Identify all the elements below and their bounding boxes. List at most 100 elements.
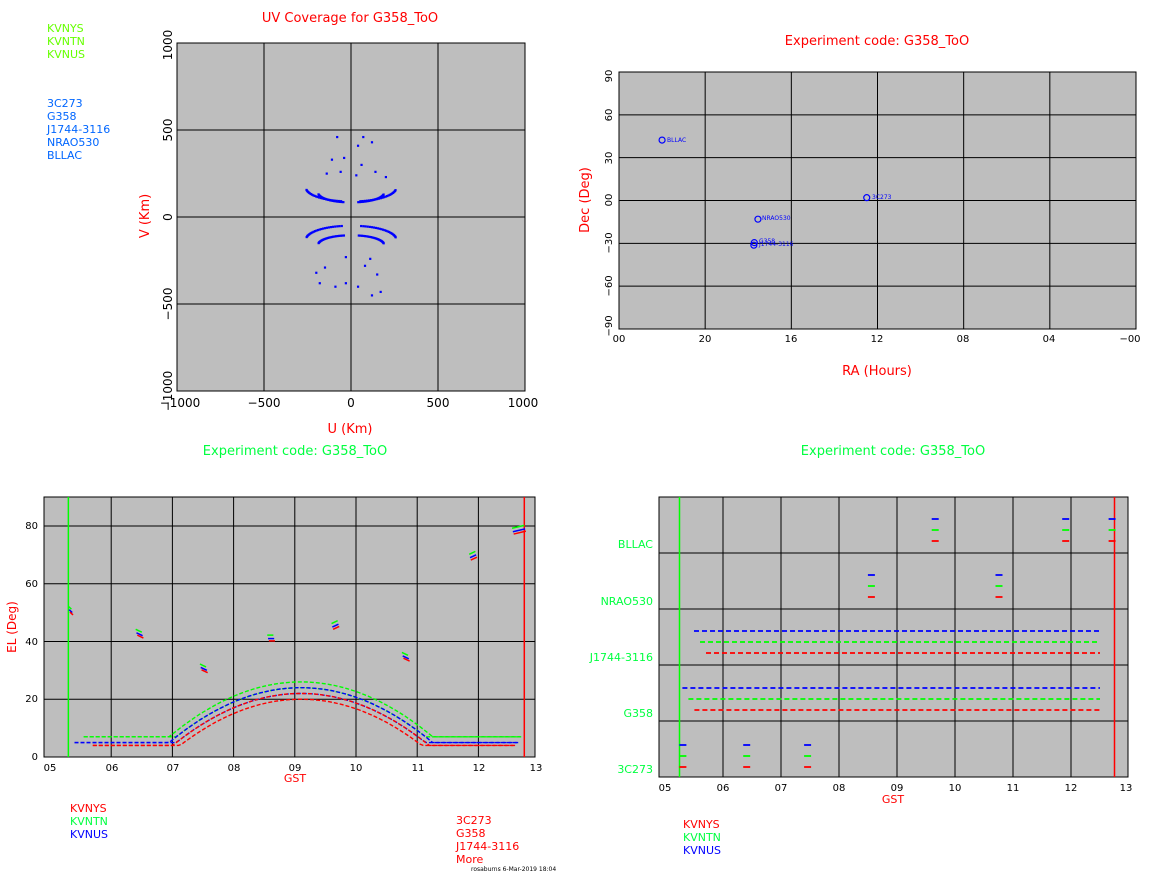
uv-track-lower-left-1-152 <box>330 235 333 239</box>
uv-xlabel: U (Km) <box>328 422 373 437</box>
el-xlabel: GST <box>284 772 307 785</box>
uv-track-lower-left-0-97 <box>338 225 341 228</box>
sky-source-marker-bllac <box>658 136 666 144</box>
sched-row-labels: BLLAC NRAO530 J1744-3116 G358 3C273 <box>589 538 654 776</box>
el-scan-7-2 <box>513 530 527 535</box>
uv-xtick-4: 500 <box>427 396 450 410</box>
el-ytick-3: 40 <box>25 637 38 648</box>
uv-track-lower-left-0-108 <box>316 228 320 232</box>
uv-dot-18 <box>356 285 360 288</box>
el-scan-7-1 <box>512 528 526 533</box>
uv-track-upper-left-1-69 <box>339 200 342 203</box>
uv-dot-2 <box>370 141 374 144</box>
sky-sources <box>658 136 871 249</box>
uv-track-upper-left-1-65 <box>333 200 336 203</box>
sched-plot-area <box>658 496 1129 778</box>
el-xtick-9: 13 <box>530 763 543 774</box>
el-source-legend: 3C273 G358 J1744-3116 More <box>455 814 519 866</box>
uv-track-lower-left-0-110 <box>313 230 317 233</box>
uv-dot-12 <box>344 256 347 259</box>
uv-track-upper-right-1-77 <box>364 200 368 203</box>
el-grid <box>44 497 535 757</box>
uv-dot-23 <box>315 271 318 274</box>
el-curves <box>67 497 527 757</box>
uv-track-upper-left-1-59 <box>325 198 328 201</box>
sched-row-nrao530: NRAO530 <box>601 595 653 608</box>
uv-track-upper-left-1-63 <box>330 199 333 202</box>
uv-track-lower-right-1-188 <box>362 234 365 238</box>
uv-ytick-3: 0 <box>161 213 175 221</box>
uv-track-lower-left-1-144 <box>342 234 346 237</box>
uv-track-lower-right-0-137 <box>372 226 376 229</box>
uv-title: UV Coverage for G358_ToO <box>262 11 438 26</box>
el-ytick-1: 0 <box>32 752 38 763</box>
sky-source-marker-g358 <box>750 239 758 247</box>
uv-dot-3 <box>356 144 360 147</box>
uv-track-upper-left-0-6 <box>309 192 313 196</box>
sched-row-3c273: 3C273 <box>617 763 653 776</box>
el-ytick-2: 20 <box>25 694 38 705</box>
uv-track-lower-left-0-112 <box>311 231 314 234</box>
uv-track-lower-right-0-127 <box>389 231 392 234</box>
el-xtick-2: 06 <box>106 763 119 774</box>
uv-ytick-2: −500 <box>161 288 175 321</box>
uv-dot-20 <box>379 290 382 294</box>
uv-track-upper-right-1-76 <box>363 200 366 203</box>
uv-track-lower-left-0-98 <box>336 225 339 228</box>
el-xtick-6: 10 <box>350 763 363 774</box>
uv-track-upper-right-1-72 <box>357 201 360 204</box>
el-xtick-3: 07 <box>167 763 180 774</box>
uv-track-lower-left-0-99 <box>334 225 337 228</box>
sky-grid <box>619 72 1136 329</box>
sched-antenna-2: KVNTN <box>683 831 721 844</box>
uv-antenna-1: KVNYS <box>47 22 84 35</box>
sky-ytick-5: −30 <box>604 232 615 253</box>
sky-title: Experiment code: G358_ToO <box>785 34 969 49</box>
uv-track-lower-left-0-111 <box>312 230 315 233</box>
uv-dot-4 <box>343 156 346 160</box>
sky-xlabel: RA (Hours) <box>842 364 912 379</box>
uv-track-upper-right-0-35 <box>381 196 384 199</box>
uv-grid <box>177 43 525 391</box>
uv-dot-7 <box>339 170 342 173</box>
el-yticks: 0 20 40 60 80 <box>25 521 38 763</box>
uv-dot-11 <box>384 175 387 179</box>
uv-track-upper-right-1-80 <box>369 199 372 202</box>
el-scan-4-2 <box>332 625 340 631</box>
sky-ytick-4: 00 <box>604 194 615 207</box>
el-scan-6-2 <box>470 556 478 561</box>
uv-track-lower-left-1-148 <box>336 234 339 238</box>
uv-track-upper-right-1-83 <box>373 198 376 201</box>
sched-xtick-6: 10 <box>949 783 962 794</box>
el-scan-0-0 <box>67 605 72 610</box>
uv-track-lower-left-1-155 <box>326 236 330 240</box>
uv-track-upper-left-1-68 <box>337 200 340 203</box>
uv-track-upper-right-1-82 <box>371 198 375 202</box>
sched-xtick-2: 06 <box>717 783 730 794</box>
el-scan-2-1 <box>200 666 208 672</box>
uv-track-upper-right-0-40 <box>388 193 391 196</box>
el-scan-2-0 <box>199 663 207 668</box>
uv-dot-10 <box>355 174 358 177</box>
uv-track-upper-left-1-62 <box>328 199 332 202</box>
uv-track-upper-right-1-81 <box>370 199 373 202</box>
sky-xticks: 00 20 16 12 08 04 −00 <box>613 334 1141 345</box>
uv-dot-22 <box>376 273 379 276</box>
uv-track-lower-right-1-182 <box>371 236 374 239</box>
el-scan-4-1 <box>331 623 339 628</box>
uv-track-upper-left-1-67 <box>336 200 339 203</box>
uv-track-lower-right-1-189 <box>360 234 364 237</box>
uv-dot-6 <box>360 163 363 166</box>
uv-track-upper-right-1-73 <box>358 200 361 204</box>
uv-ytick-4: 500 <box>161 119 175 142</box>
uv-xtick-2: −500 <box>248 396 281 410</box>
sky-source-marker-3c273 <box>863 194 871 202</box>
uv-track-lower-right-1-181 <box>372 236 375 239</box>
el-scan-1-1 <box>136 632 143 637</box>
sched-xtick-3: 07 <box>775 783 788 794</box>
el-xtick-7: 11 <box>412 763 425 774</box>
el-scan-5-2 <box>403 657 410 662</box>
sky-xtick-5: 08 <box>957 334 970 345</box>
uv-track-lower-right-1-184 <box>368 235 371 238</box>
uv-track-lower-left-0-105 <box>322 227 325 230</box>
